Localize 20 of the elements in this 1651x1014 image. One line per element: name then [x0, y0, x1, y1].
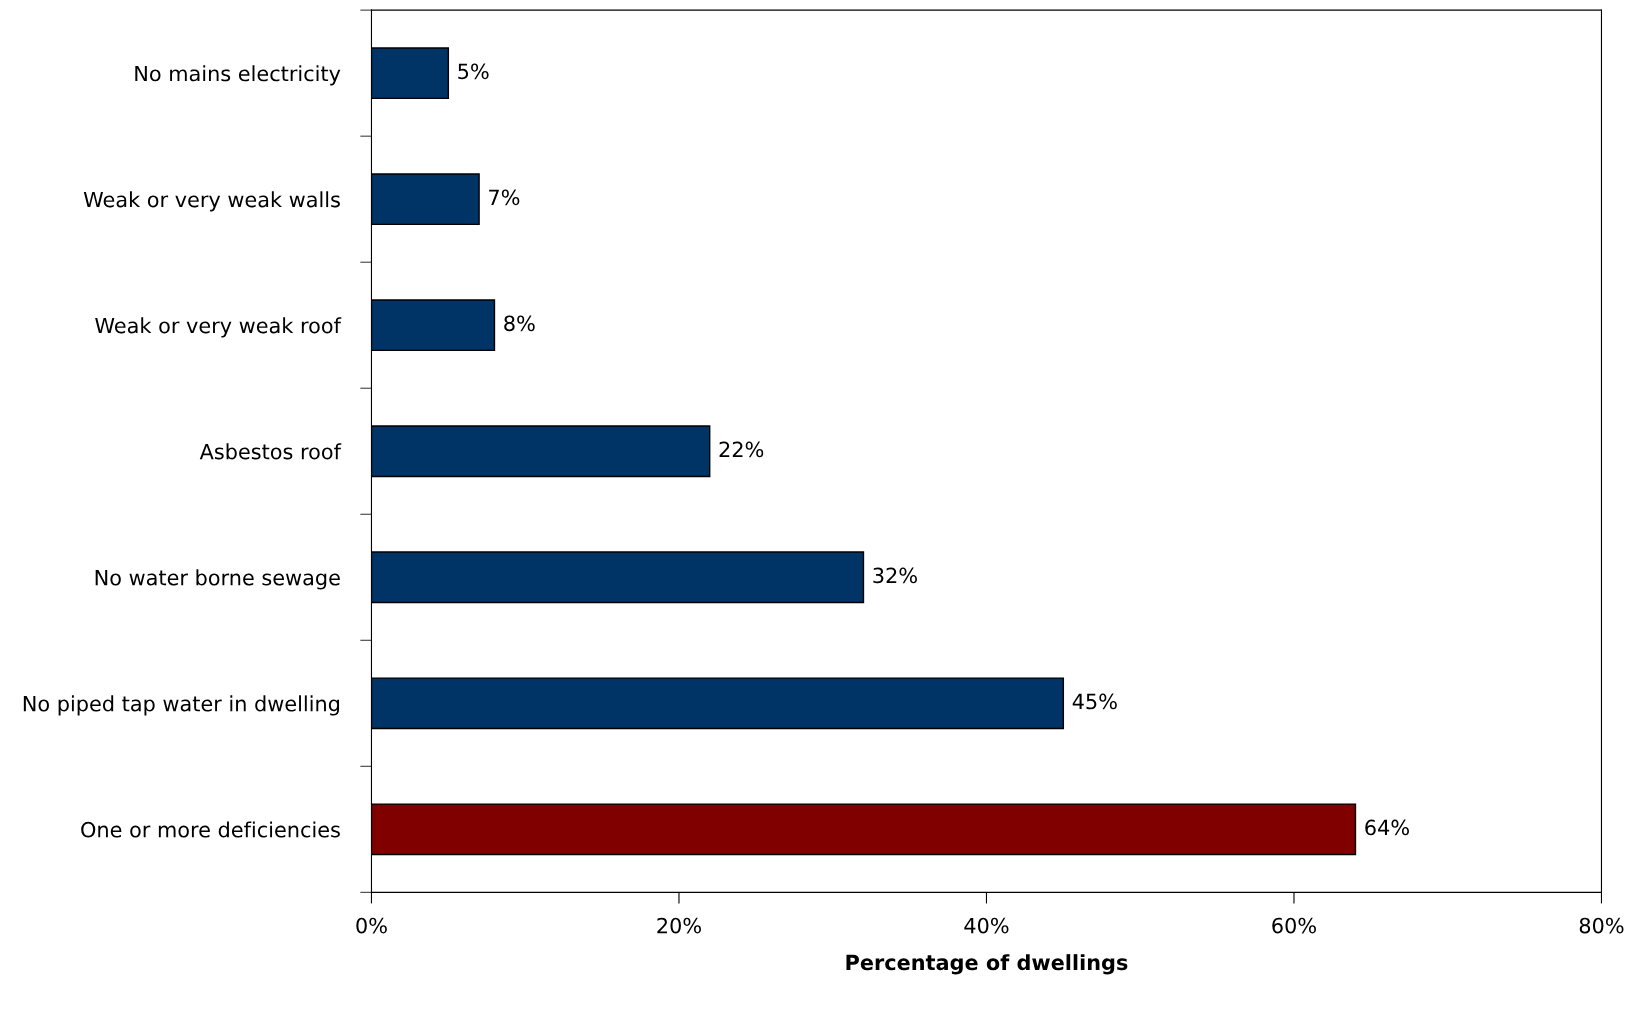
y-tick-label: No mains electricity [135, 65, 341, 86]
y-tick-label: Asbestos roof [199, 443, 342, 460]
data-label: 7% [489, 189, 520, 206]
y-tick-label: Weak or very weak roof [95, 317, 342, 338]
data-label: 5% [458, 63, 489, 80]
data-label: 22% [719, 441, 764, 458]
data-label: 45% [1072, 693, 1117, 710]
x-tick-label: 40% [964, 917, 1009, 934]
y-tick-label: No water borne sewage [95, 569, 340, 590]
x-tick-label: 60% [1272, 917, 1316, 934]
x-tick-label: 20% [657, 917, 701, 934]
y-tick-label: No piped tap water in dwelling [23, 695, 340, 716]
x-tick-label: 80% [1579, 917, 1624, 934]
x-tick-label: 0% [356, 917, 387, 934]
data-label: 32% [873, 567, 917, 584]
y-tick-label: One or more deficiencies [81, 821, 340, 838]
data-label: 8% [504, 315, 535, 332]
x-axis-title: Percentage of dwellings [846, 954, 1128, 975]
y-tick-label: Weak or very weak walls [83, 191, 340, 212]
data-label: 64% [1365, 819, 1409, 836]
